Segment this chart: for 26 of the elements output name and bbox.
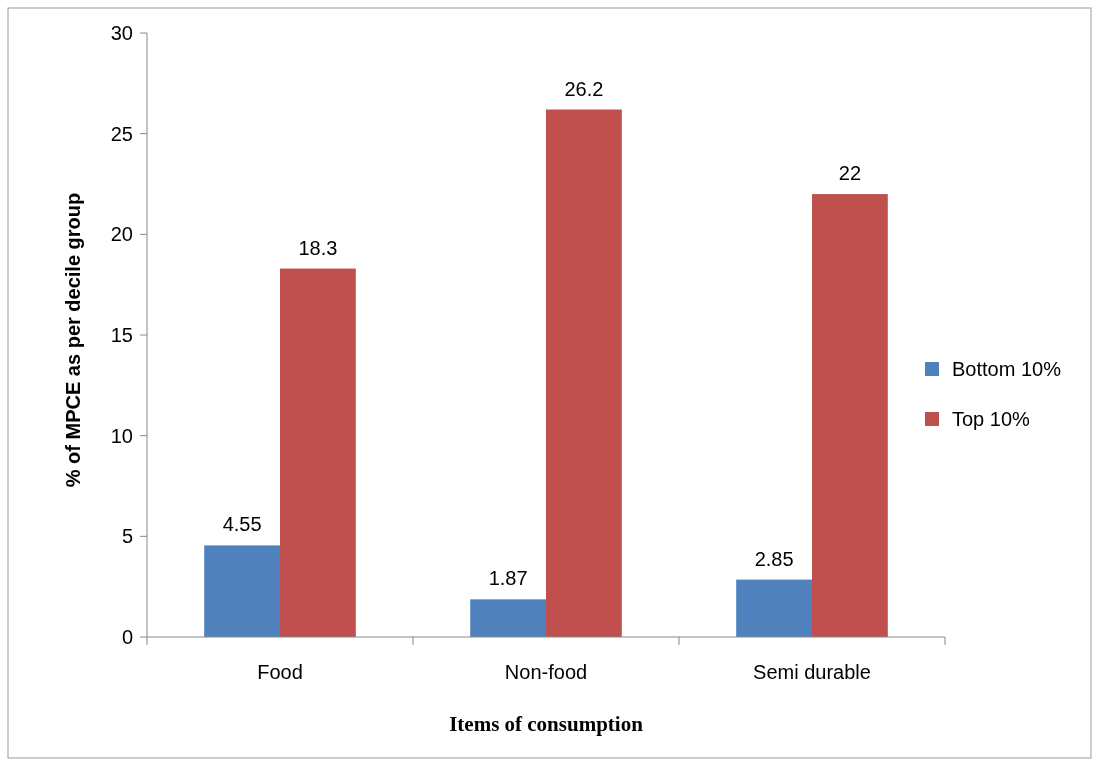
y-tick-label: 20 (110, 223, 133, 246)
x-tick-label: Food (257, 661, 303, 683)
bar (546, 109, 622, 637)
bar (280, 268, 356, 637)
y-axis-title: % of MPCE as per decile group (62, 192, 84, 488)
legend-label: Top 10% (952, 408, 1031, 430)
bar (204, 545, 280, 637)
x-tick-label: Semi durable (753, 661, 871, 683)
data-label: 2.85 (754, 547, 794, 570)
data-label: 26.2 (564, 77, 604, 100)
y-tick-label: 15 (110, 324, 133, 346)
bar (736, 579, 812, 637)
y-tick-label: 0 (121, 626, 133, 648)
data-label: 22 (838, 162, 862, 185)
x-axis-title: Items of consumption (449, 712, 644, 736)
y-tick-label: 25 (110, 122, 133, 145)
legend-label: Bottom 10% (952, 358, 1062, 380)
data-label: 18.3 (298, 236, 338, 259)
y-tick-label: 30 (110, 22, 133, 44)
x-tick-label: Non-food (504, 661, 588, 683)
bar (812, 194, 888, 637)
y-tick-label: 5 (121, 525, 133, 548)
y-tick-label: 10 (110, 424, 133, 447)
data-label: 1.87 (488, 567, 528, 590)
data-label: 4.55 (222, 513, 262, 536)
bar (470, 599, 546, 637)
